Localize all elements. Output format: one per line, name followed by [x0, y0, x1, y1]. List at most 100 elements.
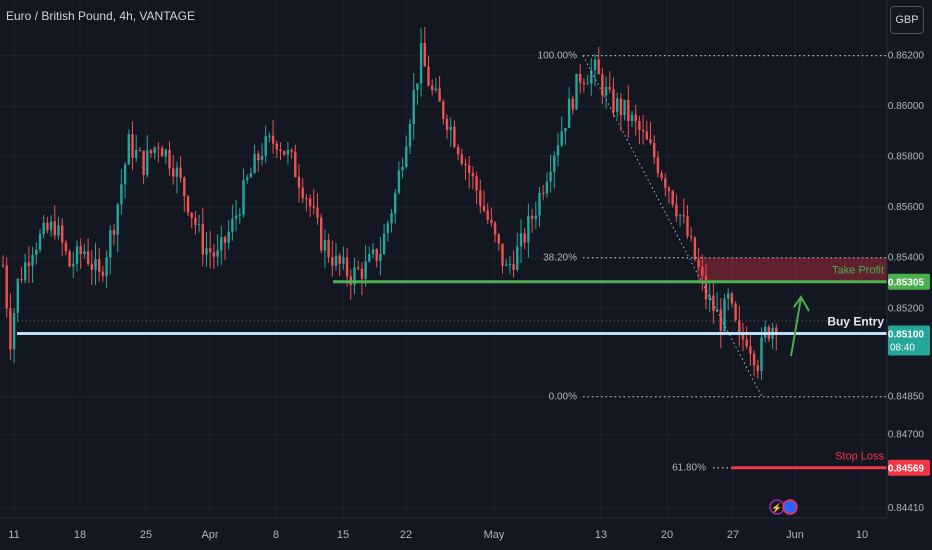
candle-body: [738, 320, 741, 333]
candle-body: [379, 254, 382, 262]
candle-body: [46, 222, 49, 231]
candle-body: [482, 205, 486, 211]
x-tick-label: 25: [140, 529, 152, 541]
candle-body: [734, 303, 737, 321]
x-tick-label: May: [484, 529, 505, 541]
candle-body: [260, 155, 264, 161]
candle-body: [301, 187, 304, 199]
candle-body: [190, 212, 193, 218]
candle-body: [75, 246, 79, 264]
candle-body: [327, 240, 330, 258]
candle-body: [638, 121, 641, 130]
candle-body: [434, 88, 438, 91]
candle-body: [468, 165, 471, 173]
candle-body: [242, 180, 245, 215]
candle-body: [305, 198, 308, 200]
candle-body: [368, 254, 371, 262]
candle-body: [153, 147, 156, 154]
candle-body: [146, 150, 149, 175]
price-badge: [888, 325, 930, 356]
x-tick-label: Apr: [201, 529, 218, 541]
candle-body: [431, 85, 434, 91]
candle-body: [497, 234, 500, 244]
candle-body: [31, 254, 34, 266]
candle-body: [338, 255, 341, 264]
candle-body: [586, 83, 589, 85]
candle-body: [645, 131, 648, 140]
candle-body: [530, 215, 534, 219]
candle-body: [297, 176, 301, 188]
candle-body: [653, 143, 656, 158]
price-badge-label: 0.85305: [888, 278, 925, 289]
candle-body: [212, 252, 216, 257]
candle-body: [408, 124, 412, 147]
candle-body: [135, 150, 138, 158]
candle-body: [120, 184, 123, 205]
currency-button[interactable]: GBP: [890, 6, 924, 34]
y-tick-label: 0.85800: [888, 152, 925, 163]
candle-body: [490, 219, 493, 223]
candle-body: [186, 196, 190, 213]
candle-body: [612, 89, 615, 112]
y-tick-label: 0.86200: [888, 51, 925, 62]
candle-body: [571, 98, 574, 110]
candle-body: [523, 233, 526, 243]
candle-body: [386, 223, 389, 234]
candle-body: [516, 246, 519, 270]
candle-body: [360, 268, 364, 279]
candle-body: [397, 170, 401, 193]
candle-body: [630, 114, 634, 121]
candle-body: [253, 153, 256, 174]
candle-body: [608, 86, 611, 90]
candle-body: [590, 70, 593, 84]
candle-body: [697, 259, 700, 267]
candle-body: [323, 240, 327, 251]
candle-body: [375, 249, 378, 262]
candle-body: [101, 271, 105, 277]
candle-body: [246, 177, 249, 181]
candle-body: [5, 265, 8, 309]
candle-body: [164, 149, 167, 157]
candle-body: [741, 332, 745, 340]
candle-body: [257, 153, 260, 161]
fib-level-label: 100.00%: [538, 51, 578, 62]
candle-body: [24, 262, 27, 281]
price-badge-countdown: 08:40: [890, 343, 915, 354]
candle-body: [382, 233, 386, 255]
candle-body: [760, 337, 763, 371]
candle-body: [290, 149, 293, 152]
candle-body: [564, 128, 567, 132]
candle-body: [623, 99, 626, 115]
candle-body: [20, 279, 23, 281]
lightning-glyph: ⚡: [771, 502, 782, 514]
candle-body: [512, 264, 515, 270]
x-tick-label: 22: [400, 529, 412, 541]
candle-body: [641, 129, 645, 132]
fib-level-label: 0.00%: [549, 392, 577, 403]
candle-body: [12, 313, 16, 350]
candle-body: [671, 191, 674, 205]
y-tick-label: 0.84850: [888, 392, 925, 403]
candle-body: [105, 257, 108, 277]
candle-body: [283, 150, 286, 155]
candle-body: [98, 259, 101, 272]
fib-level-label: 38.20%: [543, 253, 577, 264]
y-tick-label: 0.86000: [888, 101, 925, 112]
y-tick-label: 0.84700: [888, 430, 925, 441]
candle-body: [579, 73, 582, 83]
candle-body: [68, 251, 71, 267]
candle-body: [649, 139, 652, 144]
candle-body: [238, 214, 241, 216]
candle-body: [294, 151, 297, 177]
candle-body: [175, 167, 179, 177]
candle-body: [179, 167, 182, 178]
candle-body: [619, 98, 623, 115]
candle-body: [664, 178, 667, 188]
candle-body: [320, 217, 323, 251]
candle-body: [109, 230, 112, 258]
candle-body: [508, 264, 512, 266]
target-arrow: [790, 295, 810, 357]
candle-body: [231, 218, 234, 232]
x-tick-label: Jun: [786, 529, 804, 541]
